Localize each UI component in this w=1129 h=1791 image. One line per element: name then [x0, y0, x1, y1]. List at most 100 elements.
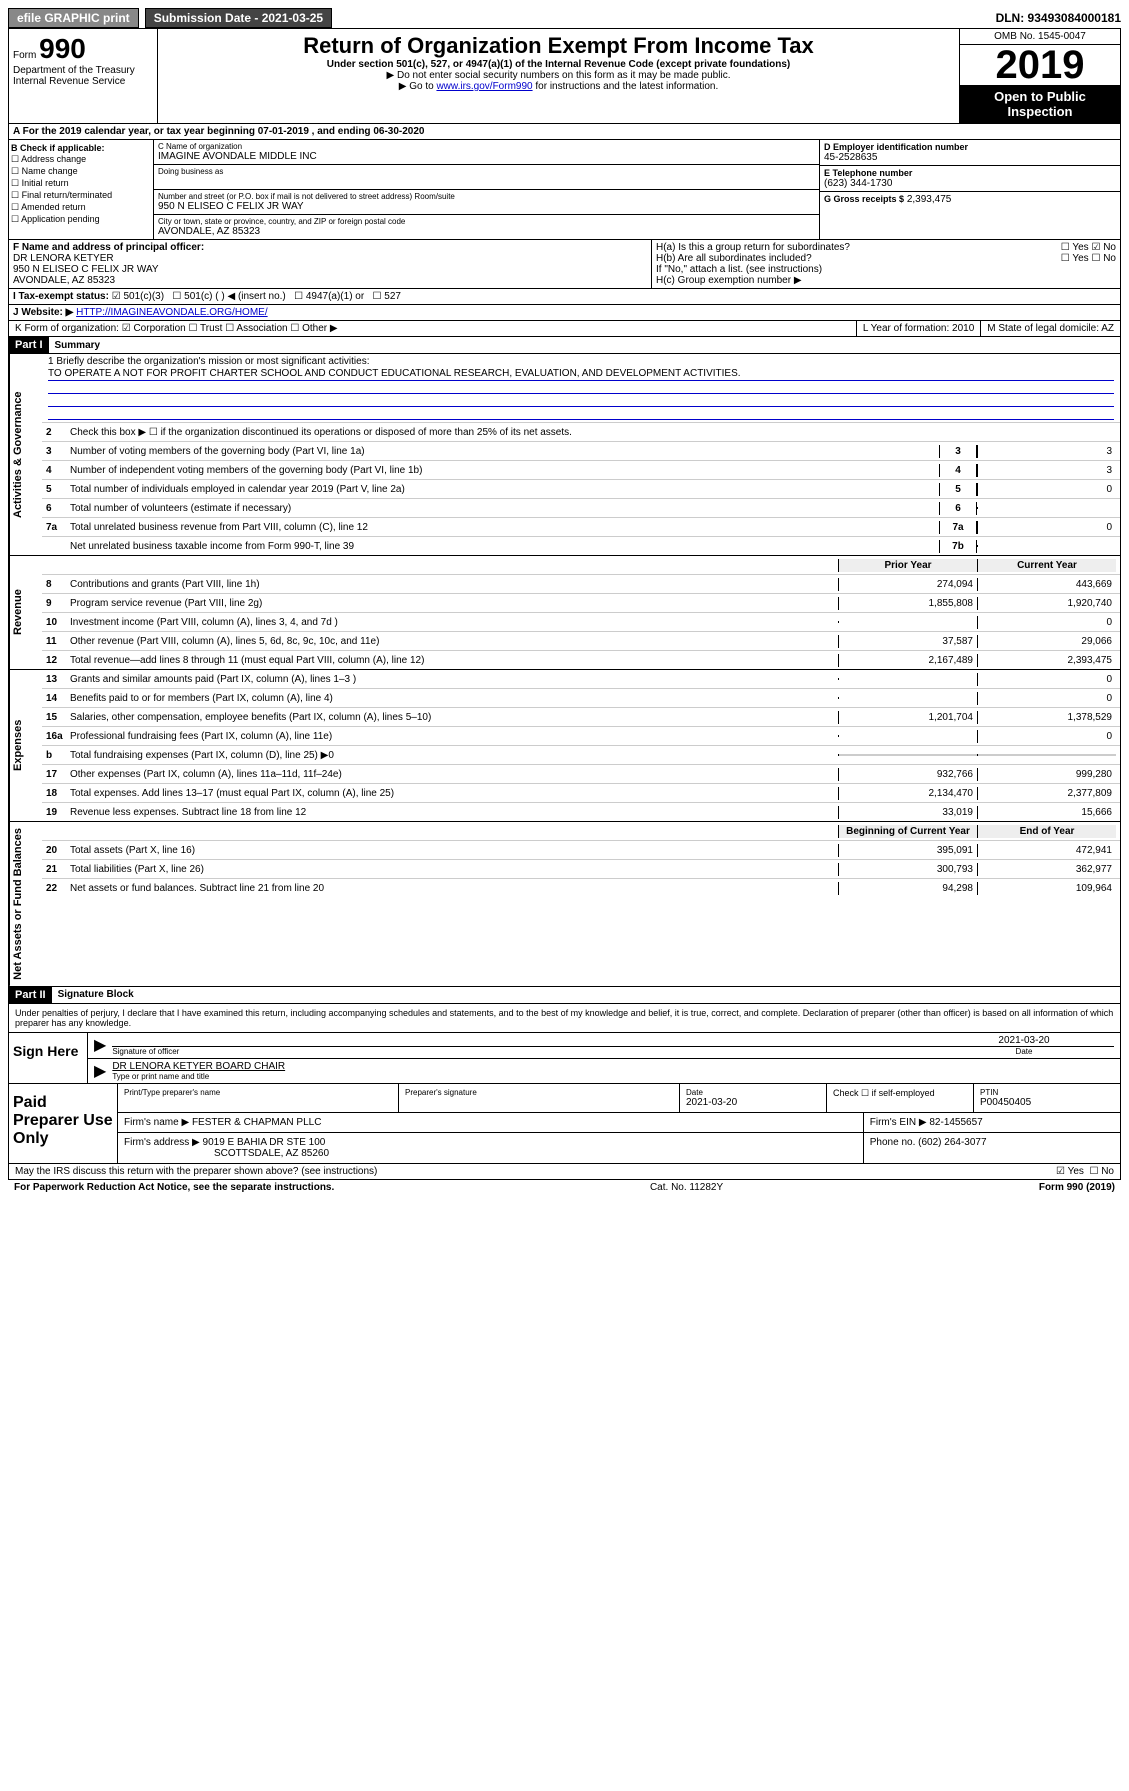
- l16ac: 0: [977, 730, 1116, 743]
- check-pending: ☐ Application pending: [11, 214, 151, 225]
- end-hdr: End of Year: [977, 825, 1116, 838]
- title-box: Return of Organization Exempt From Incom…: [158, 29, 959, 123]
- form-m: M State of legal domicile: AZ: [980, 321, 1120, 336]
- line14: Benefits paid to or for members (Part IX…: [70, 693, 838, 704]
- note-2: ▶ Go to www.irs.gov/Form990 for instruct…: [162, 81, 955, 92]
- firm-addr1: 9019 E BAHIA DR STE 100: [203, 1137, 326, 1148]
- status-501c: ☐ 501(c) ( ) ◀ (insert no.): [172, 291, 285, 302]
- part1-header: Part I Summary: [8, 337, 1121, 354]
- part2-badge: Part II: [9, 987, 52, 1003]
- revenue-section: Revenue Prior YearCurrent Year 8Contribu…: [8, 556, 1121, 670]
- officer-addr2: AVONDALE, AZ 85323: [13, 275, 647, 286]
- prep-date: 2021-03-20: [686, 1097, 820, 1108]
- tel-lbl: E Telephone number: [824, 168, 1116, 178]
- l15p: 1,201,704: [838, 711, 977, 724]
- prior-hdr: Prior Year: [838, 559, 977, 572]
- l15c: 1,378,529: [977, 711, 1116, 724]
- prep-h4: Check ☐ if self-employed: [827, 1084, 974, 1112]
- ha-no: ☑ No: [1091, 242, 1116, 253]
- line18: Total expenses. Add lines 13–17 (must eq…: [70, 788, 838, 799]
- l16ap: [838, 735, 977, 737]
- check-hdr: B Check if applicable:: [11, 143, 151, 153]
- part2-title: Signature Block: [52, 987, 140, 1002]
- l17c: 999,280: [977, 768, 1116, 781]
- paid-label: Paid Preparer Use Only: [9, 1084, 118, 1163]
- hc-label: H(c) Group exemption number ▶: [656, 275, 1116, 286]
- revenue-tab: Revenue: [9, 556, 42, 669]
- tax-status-row: I Tax-exempt status: ☑ 501(c)(3) ☐ 501(c…: [8, 289, 1121, 305]
- prep-h5: PTIN: [980, 1088, 1114, 1097]
- irs-link[interactable]: www.irs.gov/Form990: [436, 81, 532, 92]
- check-amended: ☐ Amended return: [11, 202, 151, 213]
- l11p: 37,587: [838, 635, 977, 648]
- line15: Salaries, other compensation, employee b…: [70, 712, 838, 723]
- sig-lbl: Signature of officer: [112, 1046, 934, 1056]
- l13c: 0: [977, 673, 1116, 686]
- ha-yes: ☐ Yes: [1061, 242, 1089, 253]
- footer-right: Form 990 (2019): [1039, 1182, 1115, 1193]
- officer-addr1: 950 N ELISEO C FELIX JR WAY: [13, 264, 647, 275]
- l12c: 2,393,475: [977, 654, 1116, 667]
- l14p: [838, 697, 977, 699]
- form-k: K Form of organization: ☑ Corporation ☐ …: [9, 321, 344, 336]
- prep-h1: Print/Type preparer's name: [124, 1088, 392, 1097]
- l12p: 2,167,489: [838, 654, 977, 667]
- discuss-row: May the IRS discuss this return with the…: [8, 1164, 1121, 1180]
- line2: Check this box ▶ ☐ if the organization d…: [70, 427, 1116, 438]
- arrow-icon: ▶: [94, 1035, 106, 1056]
- part2-header: Part II Signature Block: [8, 987, 1121, 1004]
- mission-text: TO OPERATE A NOT FOR PROFIT CHARTER SCHO…: [48, 367, 1114, 381]
- discuss-yes: ☑ Yes: [1056, 1166, 1084, 1177]
- org-name: IMAGINE AVONDALE MIDDLE INC: [158, 151, 815, 162]
- l9c: 1,920,740: [977, 597, 1116, 610]
- line3-val: 3: [977, 445, 1116, 458]
- mission-block: 1 Briefly describe the organization's mi…: [42, 354, 1120, 422]
- l18p: 2,134,470: [838, 787, 977, 800]
- line17: Other expenses (Part IX, column (A), lin…: [70, 769, 838, 780]
- name-column: C Name of organization IMAGINE AVONDALE …: [154, 140, 820, 239]
- note-1: ▶ Do not enter social security numbers o…: [162, 70, 955, 81]
- prep-h3: Date: [686, 1088, 820, 1097]
- open-public: Open to Public Inspection: [960, 85, 1120, 123]
- check-final: ☐ Final return/terminated: [11, 190, 151, 201]
- form-subtitle: Under section 501(c), 527, or 4947(a)(1)…: [162, 59, 955, 70]
- form-header: Form 990 Department of the Treasury Inte…: [8, 28, 1121, 124]
- line6: Total number of volunteers (estimate if …: [70, 503, 939, 514]
- l13p: [838, 678, 977, 680]
- ptin-val: P00450405: [980, 1097, 1114, 1108]
- check-address: ☐ Address change: [11, 154, 151, 165]
- addr-lbl: Number and street (or P.O. box if mail i…: [158, 192, 815, 201]
- dln-label: DLN: 93493084000181: [996, 11, 1121, 25]
- discuss-q: May the IRS discuss this return with the…: [15, 1166, 377, 1177]
- form-word: Form: [13, 50, 36, 61]
- submission-date: Submission Date - 2021-03-25: [145, 8, 332, 28]
- firm-lbl: Firm's name ▶: [124, 1117, 189, 1128]
- line3: Number of voting members of the governin…: [70, 446, 939, 457]
- website-row: J Website: ▶ HTTP://IMAGINEAVONDALE.ORG/…: [8, 305, 1121, 321]
- ein-value: 45-2528635: [824, 152, 1116, 163]
- tel-value: (623) 344-1730: [824, 178, 1116, 189]
- phone-val: (602) 264-3077: [918, 1137, 986, 1148]
- governance-section: Activities & Governance 1 Briefly descri…: [8, 354, 1121, 556]
- status-4947: ☐ 4947(a)(1) or: [294, 291, 364, 302]
- netassets-tab: Net Assets or Fund Balances: [9, 822, 42, 986]
- status-501c3: ☑ 501(c)(3): [112, 291, 164, 302]
- line6-val: [977, 507, 1116, 509]
- efile-label: efile GRAPHIC print: [8, 8, 139, 28]
- hb-no: ☐ No: [1091, 253, 1116, 264]
- year-box: OMB No. 1545-0047 2019 Open to Public In…: [959, 29, 1120, 123]
- l14c: 0: [977, 692, 1116, 705]
- mission-q: 1 Briefly describe the organization's mi…: [48, 356, 1114, 367]
- footer-left: For Paperwork Reduction Act Notice, see …: [14, 1182, 334, 1193]
- org-city: AVONDALE, AZ 85323: [158, 226, 815, 237]
- line16a: Professional fundraising fees (Part IX, …: [70, 731, 838, 742]
- status-527: ☐ 527: [373, 291, 401, 302]
- l19p: 33,019: [838, 806, 977, 819]
- netassets-section: Net Assets or Fund Balances Beginning of…: [8, 822, 1121, 987]
- firm-addr2: SCOTTSDALE, AZ 85260: [214, 1148, 329, 1159]
- line8: Contributions and grants (Part VIII, lin…: [70, 579, 838, 590]
- l11c: 29,066: [977, 635, 1116, 648]
- website-link[interactable]: HTTP://IMAGINEAVONDALE.ORG/HOME/: [76, 307, 268, 318]
- dept-label: Department of the Treasury Internal Reve…: [13, 65, 153, 87]
- name-lbl: Type or print name and title: [112, 1072, 1114, 1081]
